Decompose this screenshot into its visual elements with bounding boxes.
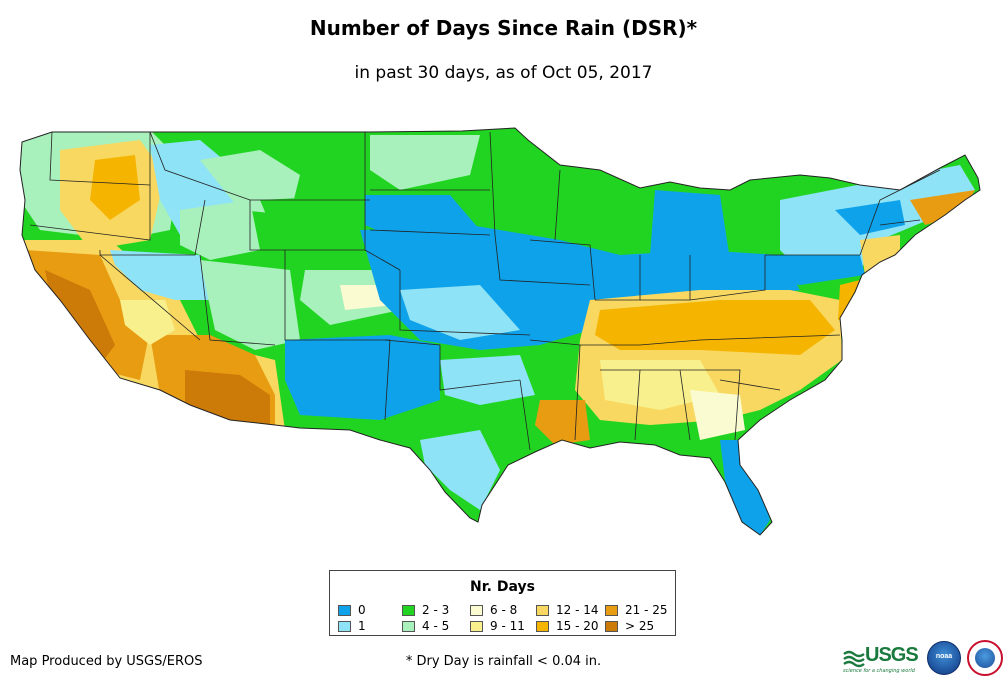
agency-logos: USGS science for a changing world noaa <box>843 636 1003 682</box>
legend: Nr. Days 0 1 2 - 3 4 - 5 6 - 8 9 - 11 12… <box>329 570 676 636</box>
state-boundaries <box>29 131 941 451</box>
legend-swatch <box>338 620 351 632</box>
legend-item-8: 21 - 25 <box>605 603 668 617</box>
legend-title: Nr. Days <box>470 579 535 595</box>
legend-swatch <box>536 620 549 632</box>
legend-item-9: > 25 <box>605 619 654 633</box>
noaa-logo: noaa <box>927 641 961 675</box>
producer-credit: Map Produced by USGS/EROS <box>10 654 203 669</box>
legend-item-2: 2 - 3 <box>402 603 449 617</box>
legend-item-7: 15 - 20 <box>536 619 599 633</box>
usgs-tagline: science for a changing world <box>843 668 915 674</box>
legend-swatch <box>605 604 618 616</box>
legend-label: > 25 <box>625 619 655 633</box>
legend-item-6: 12 - 14 <box>536 603 599 617</box>
legend-swatch <box>470 620 483 632</box>
legend-label: 0 <box>358 603 366 617</box>
legend-label: 21 - 25 <box>625 603 668 617</box>
map-title: Number of Days Since Rain (DSR)* <box>309 16 698 40</box>
map-subtitle: in past 30 days, as of Oct 05, 2017 <box>354 63 653 83</box>
legend-item-4: 6 - 8 <box>470 603 517 617</box>
legend-label: 12 - 14 <box>556 603 599 617</box>
legend-swatch <box>605 620 618 632</box>
legend-item-5: 9 - 11 <box>470 619 525 633</box>
legend-label: 9 - 11 <box>490 619 525 633</box>
legend-swatch <box>338 604 351 616</box>
legend-item-1: 1 <box>338 619 366 633</box>
legend-swatch <box>536 604 549 616</box>
nws-logo <box>967 640 1003 676</box>
dry-day-footnote: * Dry Day is rainfall < 0.04 in. <box>405 654 602 669</box>
legend-label: 2 - 3 <box>422 603 450 617</box>
noaa-wordmark: noaa <box>935 653 953 660</box>
nws-emblem-icon <box>975 648 995 668</box>
legend-label: 4 - 5 <box>422 619 450 633</box>
legend-item-0: 0 <box>338 603 366 617</box>
legend-swatch <box>402 620 415 632</box>
usgs-wordmark: USGS <box>865 644 919 666</box>
legend-label: 6 - 8 <box>490 603 518 617</box>
legend-label: 1 <box>358 619 366 633</box>
usgs-wave-icon <box>843 650 865 668</box>
legend-swatch <box>470 604 483 616</box>
legend-swatch <box>402 604 415 616</box>
legend-label: 15 - 20 <box>556 619 599 633</box>
legend-item-3: 4 - 5 <box>402 619 449 633</box>
dsr-regions <box>20 128 980 535</box>
usgs-logo: USGS science for a changing world <box>843 644 919 674</box>
